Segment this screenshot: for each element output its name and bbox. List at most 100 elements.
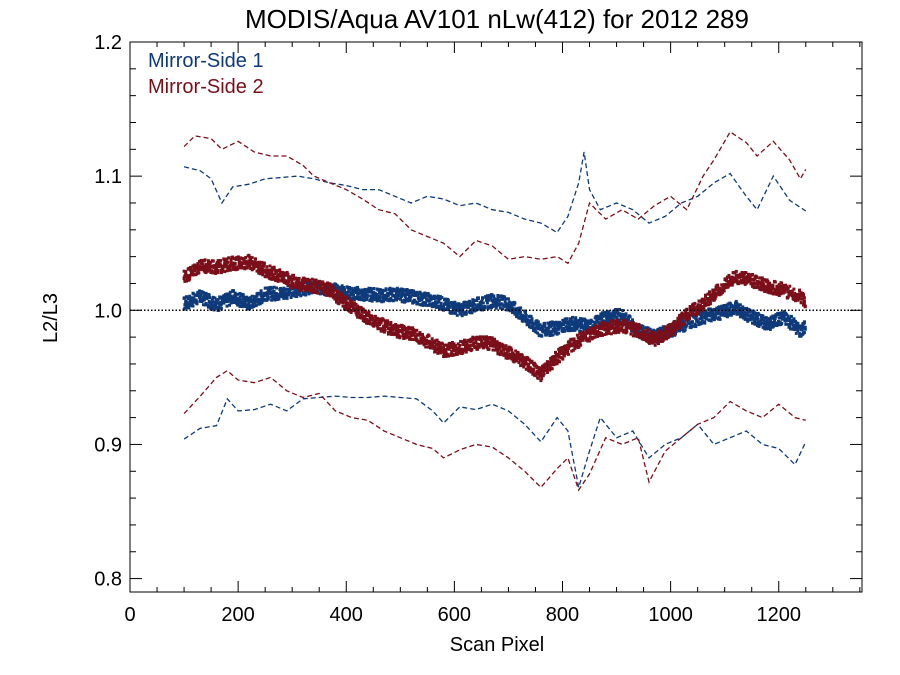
data-point xyxy=(745,306,749,310)
data-point xyxy=(557,354,561,357)
data-point xyxy=(382,330,386,334)
data-point xyxy=(768,320,772,324)
data-point xyxy=(464,345,467,349)
data-point xyxy=(552,363,556,367)
data-point xyxy=(515,359,518,363)
data-point xyxy=(579,321,583,325)
data-point xyxy=(733,308,737,312)
data-point xyxy=(442,305,446,309)
data-point xyxy=(517,312,521,316)
data-point xyxy=(713,288,717,292)
data-point xyxy=(342,286,346,289)
data-point xyxy=(272,285,276,289)
data-point xyxy=(464,310,468,314)
data-point xyxy=(738,315,742,319)
data-point xyxy=(552,361,556,365)
data-point xyxy=(708,298,711,301)
data-point xyxy=(468,299,471,303)
data-point xyxy=(408,296,412,300)
data-point xyxy=(467,305,471,309)
data-point xyxy=(739,278,743,282)
data-point xyxy=(568,320,572,324)
data-point xyxy=(410,337,414,341)
data-point xyxy=(544,365,548,369)
data-point xyxy=(420,298,424,302)
data-point xyxy=(795,293,799,297)
data-point xyxy=(596,314,600,318)
data-point xyxy=(598,334,602,338)
data-point xyxy=(322,291,325,295)
data-point xyxy=(545,364,548,367)
data-point xyxy=(549,324,553,328)
data-point xyxy=(655,333,659,337)
data-point xyxy=(759,320,763,324)
data-point xyxy=(481,342,484,345)
data-point xyxy=(687,313,691,317)
data-point xyxy=(580,335,584,339)
data-point xyxy=(363,320,367,324)
data-point xyxy=(262,291,266,295)
data-point xyxy=(801,325,805,329)
data-point xyxy=(753,320,757,324)
data-point xyxy=(236,257,240,261)
data-point xyxy=(579,319,583,323)
data-point xyxy=(588,321,592,325)
data-point xyxy=(517,361,521,365)
data-point xyxy=(790,320,794,324)
data-point xyxy=(456,309,460,313)
data-point xyxy=(492,344,496,348)
data-point xyxy=(588,332,592,336)
data-point xyxy=(485,301,489,305)
data-point xyxy=(403,299,407,303)
mirror-side-1-lower-line xyxy=(183,395,807,488)
data-point xyxy=(647,338,651,342)
data-point xyxy=(471,338,475,342)
data-point xyxy=(382,289,386,293)
data-point xyxy=(629,332,633,336)
data-point xyxy=(708,314,711,318)
data-point xyxy=(717,293,721,297)
data-point xyxy=(751,312,755,316)
data-point xyxy=(489,344,493,348)
data-point xyxy=(552,329,556,333)
data-point xyxy=(459,307,463,311)
data-point xyxy=(261,273,265,277)
data-point xyxy=(202,267,205,271)
data-point xyxy=(229,294,233,298)
data-point xyxy=(414,334,418,338)
data-point xyxy=(214,272,218,275)
data-point xyxy=(803,304,807,308)
data-point xyxy=(644,337,648,341)
legend-entry: Mirror-Side 1 xyxy=(148,50,264,72)
data-point xyxy=(657,327,660,331)
data-point xyxy=(644,332,647,336)
data-point xyxy=(184,301,188,305)
data-point xyxy=(662,333,666,337)
data-point xyxy=(771,283,775,287)
data-point xyxy=(481,296,484,300)
data-point xyxy=(524,313,528,317)
data-point xyxy=(621,309,625,312)
data-point xyxy=(193,263,197,267)
data-point xyxy=(244,305,248,308)
data-point xyxy=(475,335,479,339)
data-point xyxy=(489,296,493,300)
data-point xyxy=(729,277,733,281)
data-point xyxy=(536,376,540,380)
data-point xyxy=(206,267,210,271)
data-point xyxy=(562,327,566,330)
data-point xyxy=(589,328,593,331)
data-point xyxy=(217,305,221,309)
y-tick-label: 0.8 xyxy=(94,569,122,591)
data-point xyxy=(196,262,200,266)
data-point xyxy=(494,344,498,348)
data-point xyxy=(781,291,785,295)
data-point xyxy=(683,328,687,332)
data-point xyxy=(298,289,302,292)
data-point xyxy=(472,301,476,305)
data-point xyxy=(191,271,195,275)
data-point xyxy=(754,312,758,316)
data-point xyxy=(367,310,371,314)
data-point xyxy=(242,302,246,306)
data-point xyxy=(682,325,686,329)
